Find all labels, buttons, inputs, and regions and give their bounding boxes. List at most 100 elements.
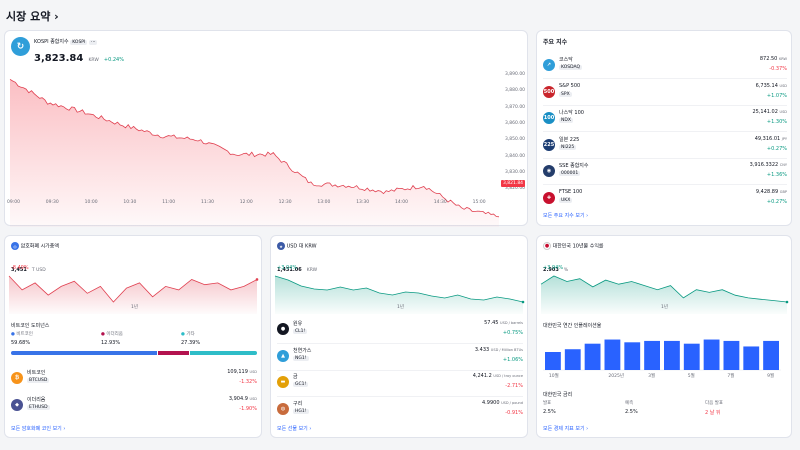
index-row[interactable]: 500 S&P 500 SPX 6,735.14 USD +1.07%: [537, 80, 793, 106]
interest-title[interactable]: 대한민국 금리: [543, 392, 573, 398]
dominance-legend-label: ● 기타: [181, 332, 195, 337]
divider: [277, 369, 523, 371]
usdkrw-chart[interactable]: [271, 270, 529, 350]
inflation-x-tick: 3월: [648, 374, 656, 379]
all-indices-link[interactable]: 모든 주요 지수 보기 ›: [543, 213, 589, 219]
index-logo-icon: ↗: [543, 59, 555, 71]
divider: [277, 343, 523, 344]
inflation-bar[interactable]: [683, 343, 700, 370]
interest-col-value: 2 날 뒤: [705, 410, 721, 416]
commodity-logo-icon: ●: [277, 323, 289, 335]
interest-col-label: 발표: [543, 401, 552, 406]
index-row[interactable]: ✚ FTSE 100 UKX 9,428.89 GBP +0.27%: [537, 186, 793, 212]
inflation-bar[interactable]: [584, 343, 601, 370]
kospi-x-tick: 10:30: [123, 200, 137, 205]
index-name: 코스닥: [559, 57, 573, 63]
inflation-bar[interactable]: [564, 349, 581, 370]
bond-change: +3.94%: [543, 265, 564, 271]
mini-line: [274, 275, 524, 303]
kospi-logo-icon: ↻: [11, 37, 30, 56]
commodity-row[interactable]: ◍ 구리 HG1! 4.9900 USD / pound -0.91%: [271, 398, 529, 424]
inflation-bar[interactable]: [763, 340, 779, 370]
coin-code-badge: ETHUSD: [27, 405, 50, 410]
commodity-code-badge: HG1!: [293, 408, 309, 414]
inflation-title[interactable]: 대한민국 연간 인플레이션율: [543, 323, 602, 329]
kospi-y-tick: 3,880.00: [505, 88, 526, 94]
index-row[interactable]: ◉ SSE 종합지수 000001 3,916.3322 CNY +1.36%: [537, 159, 793, 185]
more-icon[interactable]: ⋯: [88, 40, 98, 45]
all-economy-link[interactable]: 모든 경제 지표 보기 ›: [543, 426, 589, 432]
usdkrw-title-row[interactable]: ★ USD 대 KRW: [277, 242, 317, 250]
crypto-market-icon: ◎: [11, 242, 19, 250]
mini-last-point: [785, 300, 789, 304]
crypto-title-row[interactable]: ◎ 암호화폐 시가총액: [11, 242, 59, 250]
dominance-segment: [11, 351, 157, 355]
inflation-chart[interactable]: [537, 332, 793, 392]
kospi-x-tick: 12:30: [278, 200, 292, 205]
inflation-bar[interactable]: [664, 340, 680, 370]
coin-row[interactable]: ◆ 이더리움 ETHUSD 3,904.9 USD -1.90%: [5, 395, 263, 419]
divider: [543, 131, 787, 132]
inflation-x-tick: 7월: [727, 374, 735, 379]
index-change: +0.27%: [766, 145, 787, 152]
crypto-period: 1년: [131, 305, 139, 310]
kospi-y-tick: 3,820.00: [505, 186, 526, 192]
commodity-change: -2.71%: [505, 383, 523, 389]
coin-logo-icon: ₿: [11, 372, 23, 384]
inflation-bar[interactable]: [644, 340, 660, 370]
major-indices-title[interactable]: 주요 지수: [543, 39, 568, 46]
inflation-bar[interactable]: [545, 352, 561, 370]
kr-bond-card: ● 대한민국 10년물 수익률 2.903 % +3.94% 1년 대한민국 연…: [536, 235, 792, 438]
commodity-name: 금: [293, 374, 298, 380]
commodity-change: -0.91%: [505, 409, 523, 416]
kospi-card: ↻ KOSPI 종합지수 KOSPI ⋯ 3,823.84 KRW +0.24%…: [4, 30, 529, 227]
mini-last-point: [255, 278, 259, 281]
inflation-bar[interactable]: [743, 346, 760, 370]
crypto-value: 3,451: [11, 267, 27, 273]
mini-area: [9, 276, 257, 314]
commodity-row[interactable]: ● 원유 CL1! 57.45 USD / barrels +0.75%: [271, 318, 529, 344]
index-row[interactable]: 225 일본 225 NI225 49,316.01 JPY +0.27%: [537, 133, 793, 159]
commodity-code-badge: NG1!: [293, 355, 309, 361]
inflation-bar[interactable]: [604, 339, 621, 370]
all-crypto-link[interactable]: 모든 암호화폐 코인 보기 ›: [11, 426, 66, 432]
coin-row[interactable]: ₿ 비트코인 BTCUSD 109,119 USD -1.32%: [5, 368, 263, 392]
all-futures-link[interactable]: 모든 선물 보기 ›: [277, 426, 312, 432]
interest-col-label: 다음 발표: [705, 401, 723, 406]
inflation-bar[interactable]: [624, 342, 641, 370]
kospi-chart[interactable]: [5, 31, 529, 227]
usdkrw-title: USD 대 KRW: [286, 243, 317, 250]
kospi-name[interactable]: KOSPI 종합지수: [34, 39, 69, 45]
bond-title-row[interactable]: ● 대한민국 10년물 수익률: [543, 242, 604, 250]
kospi-y-tick: 3,860.00: [505, 120, 526, 126]
crypto-chart[interactable]: [5, 270, 263, 350]
commodity-logo-icon: ▲: [277, 349, 289, 362]
inflation-bar[interactable]: [703, 339, 720, 370]
index-row[interactable]: ↗ 코스닥 KOSDAQ 872.50 KRW -0.37%: [537, 53, 793, 79]
divider: [543, 184, 787, 185]
index-change: +1.36%: [766, 172, 787, 178]
page-title[interactable]: 시장 요약 ›: [6, 10, 59, 23]
index-row[interactable]: 100 나스닥 100 NDX 25,141.02 USD +1.30%: [537, 106, 793, 132]
index-value: 9,428.89 GBP: [755, 188, 787, 195]
commodity-row[interactable]: ▲ 천연가스 NG1! 3.433 USD / Million BTUs +1.06%: [271, 345, 529, 371]
index-value: 6,735.14 USD: [755, 82, 787, 89]
bond-period: 1년: [661, 305, 669, 310]
kospi-x-tick: 13:00: [317, 200, 331, 205]
commodity-row[interactable]: ▬ 금 GC1! 4,241.2 USD / troy ounce -2.71%: [271, 371, 529, 397]
index-code-badge: KOSDAQ: [559, 65, 583, 70]
mini-area: [541, 276, 787, 314]
kospi-x-tick: 10:00: [84, 200, 98, 205]
coin-logo-icon: ◆: [11, 399, 23, 411]
index-logo-icon: 100: [543, 112, 555, 124]
interest-col-label: 예측: [625, 401, 634, 406]
commodity-code-badge: GC1!: [293, 382, 309, 387]
mini-line: [8, 275, 258, 303]
dominance-segment: [157, 351, 190, 355]
bond-chart[interactable]: [537, 270, 793, 350]
inflation-bar[interactable]: [723, 340, 740, 370]
inflation-x-tick: 2025년: [608, 374, 624, 379]
major-indices-card: 주요 지수 모든 주요 지수 보기 › ↗ 코스닥 KOSDAQ 872.50 KRW…: [536, 30, 792, 226]
kospi-y-tick: 3,890.00: [505, 72, 526, 77]
index-value: 49,316.01 JPY: [754, 135, 787, 142]
